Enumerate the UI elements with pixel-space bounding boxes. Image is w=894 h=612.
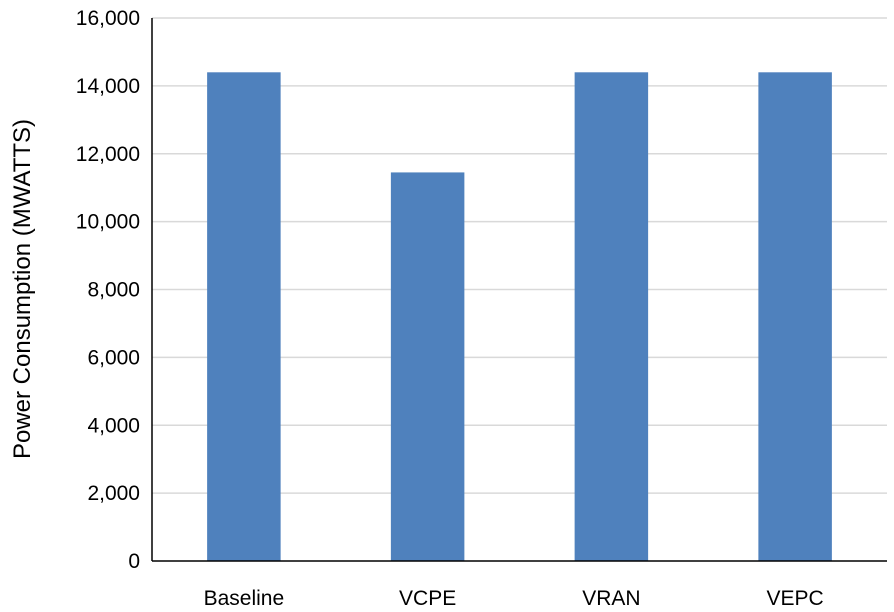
- y-tick-label: 2,000: [87, 482, 140, 505]
- x-tick-label: VCPE: [399, 587, 456, 610]
- y-tick-label: 4,000: [87, 414, 140, 437]
- x-tick-labels: Baseline VCPE VRAN VEPC: [204, 587, 824, 610]
- y-tick-label: 16,000: [76, 7, 140, 30]
- y-tick-labels: 0 2,000 4,000 6,000 8,000 10,000 12,000 14,000 1…: [76, 7, 140, 573]
- x-tick-label: VEPC: [767, 587, 824, 610]
- x-tick-label: Baseline: [204, 587, 285, 610]
- y-axis-title: Power Consumption (MWATTS): [9, 119, 36, 459]
- y-tick-label: 12,000: [76, 143, 140, 166]
- bar-vepc: [758, 72, 832, 562]
- y-tick-label: 8,000: [87, 279, 140, 302]
- y-tick-label: 10,000: [76, 211, 140, 234]
- bar-vcpe: [390, 172, 465, 561]
- axes: [151, 18, 887, 562]
- bar-baseline: [207, 72, 281, 562]
- y-tick-label: 0: [128, 550, 140, 573]
- y-tick-label: 14,000: [76, 75, 140, 98]
- bars: [207, 72, 832, 562]
- y-tick-label: 6,000: [87, 346, 140, 369]
- x-tick-label: VRAN: [582, 587, 640, 610]
- bar-vran: [574, 72, 649, 562]
